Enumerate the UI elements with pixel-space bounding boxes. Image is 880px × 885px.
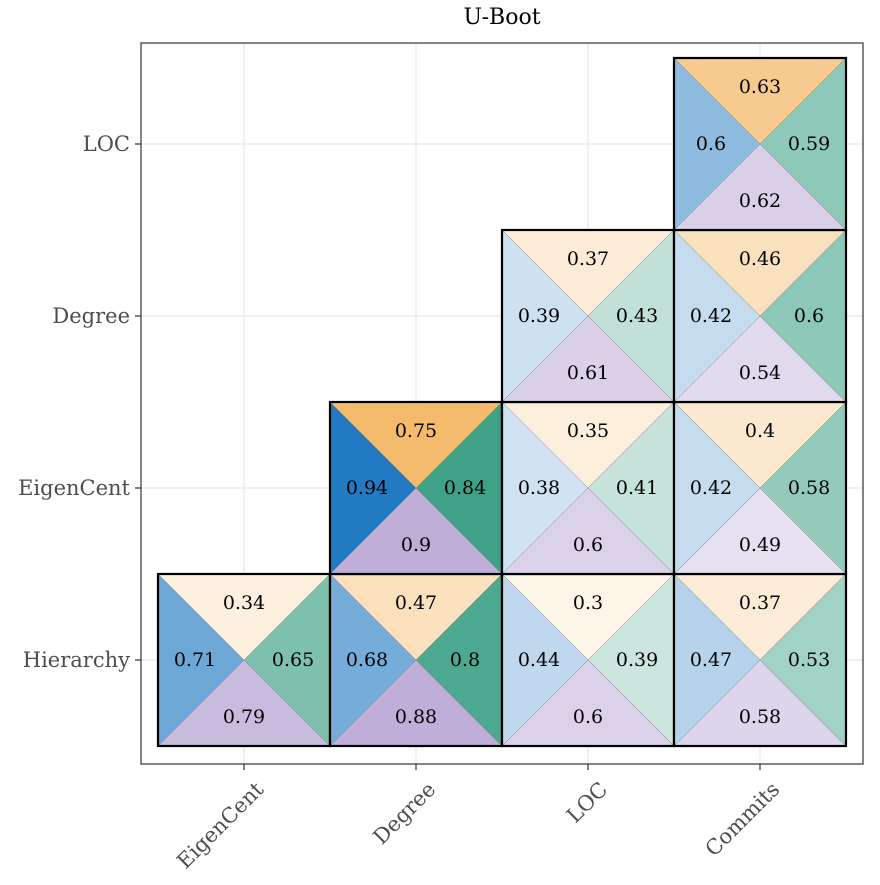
value-label-right: 0.43 [616, 305, 658, 327]
y-axis: Hierarchy EigenCent Degree LOC [18, 132, 141, 672]
heatmap-cell: 0.37 0.47 0.53 0.58 [672, 572, 848, 748]
value-label-bottom: 0.61 [567, 362, 609, 384]
heatmap-cell: 0.46 0.42 0.6 0.54 [672, 228, 848, 404]
heatmap-cell: 0.63 0.6 0.59 0.62 [672, 56, 848, 232]
value-label-bottom: 0.88 [395, 706, 437, 728]
value-label-left: 0.47 [690, 649, 732, 671]
heatmap-cell: 0.35 0.38 0.41 0.6 [500, 400, 676, 576]
value-label-top: 0.63 [739, 76, 781, 98]
value-label-bottom: 0.62 [739, 190, 781, 212]
value-label-top: 0.35 [567, 420, 609, 442]
x-tick-label: LOC [562, 777, 612, 827]
y-tick-label: LOC [83, 132, 130, 156]
y-tick-label: Degree [52, 304, 130, 328]
value-label-right: 0.65 [272, 649, 314, 671]
value-label-right: 0.41 [616, 477, 658, 499]
value-label-right: 0.59 [788, 133, 830, 155]
heatmap-cell: 0.37 0.39 0.43 0.61 [500, 228, 676, 404]
value-label-top: 0.37 [739, 592, 781, 614]
value-label-left: 0.39 [518, 305, 560, 327]
heatmap-cell: 0.47 0.68 0.8 0.88 [328, 572, 504, 748]
value-label-left: 0.68 [346, 649, 388, 671]
value-label-bottom: 0.9 [401, 534, 431, 556]
value-label-bottom: 0.49 [739, 534, 781, 556]
value-label-left: 0.42 [690, 305, 732, 327]
value-label-top: 0.34 [223, 592, 265, 614]
value-label-top: 0.75 [395, 420, 437, 442]
value-label-top: 0.47 [395, 592, 437, 614]
value-label-left: 0.38 [518, 477, 560, 499]
value-label-left: 0.42 [690, 477, 732, 499]
value-label-top: 0.46 [739, 248, 781, 270]
value-label-bottom: 0.6 [573, 534, 603, 556]
value-label-right: 0.58 [788, 477, 830, 499]
x-tick-label: EigenCent [172, 777, 268, 873]
plot-panel [140, 42, 864, 765]
y-tick-label: Hierarchy [23, 648, 130, 672]
value-label-right: 0.6 [794, 305, 824, 327]
value-label-bottom: 0.54 [739, 362, 781, 384]
x-tick-label: Commits [701, 777, 785, 861]
value-label-top: 0.37 [567, 248, 609, 270]
value-label-right: 0.8 [450, 649, 480, 671]
value-label-top: 0.3 [573, 592, 603, 614]
heatmap-cell: 0.4 0.42 0.58 0.49 [672, 400, 848, 576]
x-axis: EigenCent Degree LOC Commits [172, 764, 784, 873]
value-label-left: 0.6 [696, 133, 726, 155]
x-tick-label: Degree [368, 777, 440, 849]
value-label-top: 0.4 [745, 420, 775, 442]
cell-border [672, 56, 848, 232]
chart-title: U-Boot [463, 5, 540, 30]
value-label-left: 0.71 [174, 649, 216, 671]
value-label-bottom: 0.79 [223, 706, 265, 728]
heatmap-cell: 0.34 0.71 0.65 0.79 [156, 572, 332, 748]
value-label-right: 0.53 [788, 649, 830, 671]
value-label-left: 0.44 [518, 649, 560, 671]
value-label-right: 0.84 [444, 477, 486, 499]
value-label-bottom: 0.6 [573, 706, 603, 728]
heatmap-cells: 0.340.71 0.650.790.470.68 0.80.880.30.44 0.… [156, 56, 848, 748]
y-tick-label: EigenCent [18, 476, 130, 500]
value-label-right: 0.39 [616, 649, 658, 671]
heatmap-cell: 0.75 0.94 0.84 0.9 [328, 400, 504, 576]
value-label-left: 0.94 [346, 477, 388, 499]
heatmap-cell: 0.3 0.44 0.39 0.6 [500, 572, 676, 748]
value-label-bottom: 0.58 [739, 706, 781, 728]
